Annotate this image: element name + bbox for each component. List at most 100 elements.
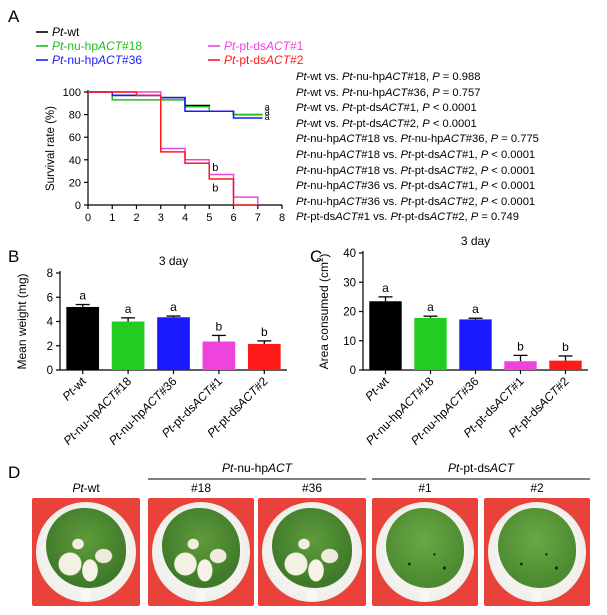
stat-row: Pt-nu-hpACT#18 vs. Pt-pt-dsACT#1, P < 0.…: [296, 148, 604, 164]
stat-a-gene: ACT: [338, 180, 362, 193]
stat-op: =: [478, 211, 491, 224]
label-part: ACT: [97, 53, 124, 67]
stat-a-mid: -nu-hp: [306, 180, 339, 193]
stat-b-pre: Pt: [400, 195, 412, 208]
y-tick-label: 4: [47, 317, 54, 329]
significance-letter: a: [125, 302, 132, 316]
stat-a-mid: -wt: [306, 86, 322, 99]
stat-b-pre: Pt: [400, 133, 412, 146]
y-tick-label: 0: [350, 365, 356, 377]
stat-comma: ,: [474, 164, 481, 177]
stat-comma: ,: [474, 180, 481, 193]
stat-b-pre: Pt: [400, 180, 412, 193]
area-bar-chart: 0 10 20 30 40 3 day Area consumed (cm2) a Pt-wt a…: [316, 234, 588, 448]
petri-dish: [262, 502, 362, 602]
label-part: -pt-ds: [459, 461, 490, 475]
photo-nu-hp-36: [258, 498, 366, 606]
stat-joiner: vs.: [379, 195, 401, 208]
stat-a-mid: -wt: [306, 102, 322, 115]
stat-row: Pt-wt vs. Pt-nu-hpACT#36, P = 0.757: [296, 86, 604, 102]
stat-comma: ,: [425, 86, 433, 99]
stat-p: 0.0001: [500, 195, 536, 208]
stat-p-label: P: [422, 102, 430, 115]
survival-line-3: [88, 91, 259, 205]
y-tick-label: 40: [343, 248, 356, 260]
stat-b-post: #2: [403, 117, 417, 130]
stat-row: Pt-nu-hpACT#18 vs. Pt-nu-hpACT#36, P = 0…: [296, 132, 604, 148]
dish-tag: [532, 590, 542, 600]
petri-dish: [488, 502, 586, 602]
stat-a-pre: Pt: [296, 102, 307, 115]
leaf: [385, 508, 465, 588]
stat-p-label: P: [432, 71, 440, 83]
stat-b-gene: ACT: [381, 117, 404, 130]
stat-b-mid: -nu-hp: [352, 86, 385, 99]
y-tick-label: 60: [69, 132, 81, 144]
stat-a-mid: -pt-ds: [306, 211, 336, 224]
y-tick-label: 0: [75, 200, 81, 212]
photo-label: #18: [191, 481, 211, 495]
y-axis-label: Survival rate (%): [45, 106, 57, 191]
stat-a-post: #36: [361, 195, 380, 208]
stat-b-mid: -pt-ds: [411, 164, 440, 177]
stat-a-pre: Pt: [296, 86, 307, 99]
stat-joiner: vs.: [379, 133, 401, 146]
stat-joiner: vs.: [379, 180, 401, 193]
photo-group-title: Pt-wt: [72, 481, 100, 495]
stat-op: <: [488, 180, 501, 193]
bar-3: [504, 361, 537, 370]
label-part: ACT: [489, 461, 516, 475]
stat-b-mid: -pt-ds: [411, 180, 440, 193]
label-part: #2: [290, 53, 304, 67]
chart-title: 3 day: [461, 234, 490, 248]
stat-b-gene: ACT: [439, 180, 463, 193]
bar-2: [157, 317, 190, 370]
label-part: Area consumed (cm: [317, 262, 331, 369]
chart-title: 3 day: [159, 254, 188, 268]
stat-op: <: [429, 102, 443, 115]
panel-label-c: C: [310, 247, 322, 266]
petri-dish: [36, 502, 136, 602]
bar-1: [111, 321, 145, 370]
survival-chart: 0 20 40 60 80 100 0 1 2 3 4 5 6 7 8 Survival rate (%) aa…: [45, 87, 285, 224]
significance-letter: b: [212, 162, 218, 174]
significance-letter: a: [79, 289, 86, 303]
petri-dish: [152, 502, 250, 602]
significance-letter: b: [517, 339, 524, 353]
stat-a-post: #18: [361, 148, 380, 161]
stat-a-post: #18: [361, 164, 380, 177]
x-tick-label: 4: [182, 212, 188, 224]
label-part: Pt: [224, 53, 236, 67]
stat-b-pre: Pt: [342, 71, 353, 83]
significance-letter: a: [382, 281, 389, 295]
x-tick-label: 6: [230, 212, 236, 224]
leaf: [272, 508, 352, 588]
dish-tag: [420, 590, 430, 600]
stat-a-post: #36: [361, 180, 380, 193]
x-tick-label: 3: [158, 212, 164, 224]
stat-row: Pt-wt vs. Pt-pt-dsACT#2, P < 0.0001: [296, 117, 604, 133]
stat-a-mid: -nu-hp: [306, 164, 339, 177]
legend-entry: Pt-pt-dsACT#2: [224, 53, 304, 67]
significance-letter: a: [265, 107, 270, 117]
photo-group-title: Pt-pt-dsACT: [448, 461, 516, 475]
bar-1: [414, 317, 447, 370]
photo-group-title: Pt-nu-hpACT: [222, 461, 294, 475]
stat-op: =: [498, 133, 511, 146]
stat-b-pre: Pt: [400, 164, 412, 177]
x-tick-label: 2: [133, 212, 139, 224]
bar-3: [202, 341, 236, 370]
stat-a-pre: Pt: [296, 211, 307, 224]
bar-0: [66, 306, 100, 370]
stat-p: 0.0001: [500, 148, 536, 161]
stat-b-gene: ACT: [439, 195, 463, 208]
stat-p: 0.0001: [442, 117, 477, 130]
stat-p: 0.775: [510, 133, 539, 146]
stat-p-label: P: [470, 211, 479, 224]
stat-b-mid: -pt-ds: [401, 211, 430, 224]
stat-p-label: P: [480, 148, 489, 161]
x-tick-label: 1: [109, 212, 115, 224]
stat-b-mid: -pt-ds: [411, 195, 440, 208]
y-tick-label: 2: [47, 341, 53, 353]
